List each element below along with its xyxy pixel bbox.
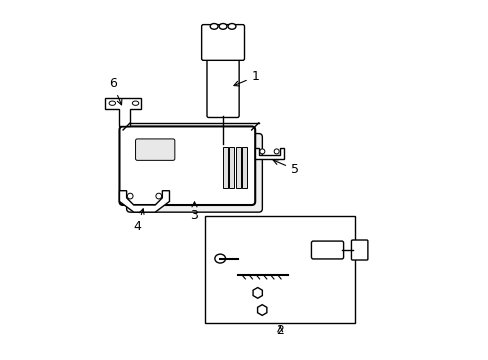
Text: 5: 5 [273, 160, 298, 176]
FancyBboxPatch shape [351, 240, 367, 260]
FancyBboxPatch shape [201, 24, 244, 60]
Text: 3: 3 [190, 202, 198, 222]
Text: 1: 1 [233, 70, 259, 86]
Ellipse shape [132, 101, 139, 105]
Ellipse shape [127, 193, 133, 199]
Ellipse shape [227, 23, 235, 29]
FancyBboxPatch shape [135, 139, 175, 160]
FancyBboxPatch shape [311, 241, 343, 259]
Polygon shape [105, 98, 141, 126]
Ellipse shape [210, 23, 218, 29]
FancyBboxPatch shape [222, 148, 227, 188]
Polygon shape [119, 191, 169, 212]
Ellipse shape [214, 254, 225, 263]
FancyBboxPatch shape [205, 216, 354, 323]
FancyBboxPatch shape [206, 57, 239, 117]
FancyBboxPatch shape [126, 134, 262, 212]
FancyBboxPatch shape [119, 126, 255, 205]
FancyBboxPatch shape [229, 148, 234, 188]
Polygon shape [255, 148, 283, 158]
FancyBboxPatch shape [235, 148, 241, 188]
Ellipse shape [259, 149, 264, 154]
Ellipse shape [156, 193, 162, 199]
Text: 2: 2 [276, 324, 284, 337]
FancyBboxPatch shape [213, 136, 233, 153]
Ellipse shape [109, 101, 115, 105]
Text: 4: 4 [133, 209, 143, 233]
FancyBboxPatch shape [242, 148, 247, 188]
Ellipse shape [219, 23, 226, 29]
Ellipse shape [274, 149, 279, 154]
Text: 6: 6 [108, 77, 122, 105]
